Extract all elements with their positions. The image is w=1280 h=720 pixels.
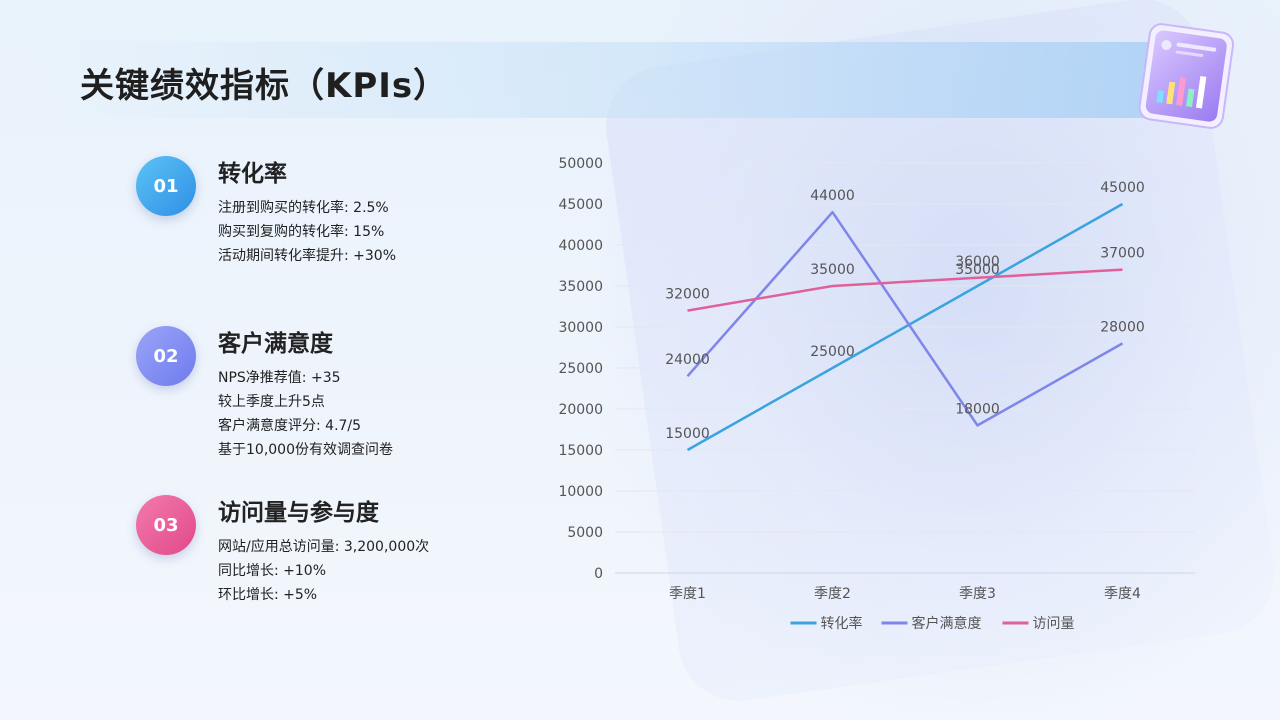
- data-label: 35000: [810, 262, 855, 278]
- page-title: 关键绩效指标（KPIs）: [80, 66, 449, 106]
- data-label: 28000: [1100, 319, 1145, 335]
- data-label: 37000: [1100, 246, 1145, 262]
- y-tick-label: 20000: [558, 402, 603, 418]
- series-line: [687, 268, 1123, 312]
- y-tick-label: 10000: [558, 484, 603, 500]
- x-tick-label: 季度2: [814, 586, 851, 602]
- legend-label: 客户满意度: [912, 615, 982, 632]
- kpi-number-badge: 02: [136, 326, 196, 386]
- data-label: 44000: [810, 188, 855, 204]
- kpi-detail-line: 注册到购买的转化率: 2.5%: [218, 200, 389, 216]
- y-tick-label: 30000: [558, 320, 603, 336]
- kpi-detail-line: 客户满意度评分: 4.7/5: [218, 418, 362, 434]
- data-label: 35000: [955, 262, 1000, 278]
- kpi-title: 客户满意度: [218, 331, 333, 357]
- y-tick-label: 25000: [558, 361, 603, 377]
- kpi-line-chart: 0 5000 10000 15000 20000 25000 30000 35000 40000…: [558, 156, 1195, 632]
- tablet-chart-icon: [1138, 23, 1234, 129]
- x-tick-label: 季度4: [1104, 586, 1141, 602]
- y-tick-label: 45000: [558, 197, 603, 213]
- title-banner: [40, 42, 1160, 118]
- kpi-detail-line: 购买到复购的转化率: 15%: [218, 224, 385, 240]
- y-tick-label: 5000: [567, 525, 603, 541]
- y-tick-label: 0: [594, 566, 603, 582]
- kpi-number-badge: 01: [136, 156, 196, 216]
- data-label: 25000: [810, 344, 855, 360]
- kpi-detail-line: 网站/应用总访问量: 3,200,000次: [218, 539, 430, 555]
- kpi-detail-line: 环比增长: +5%: [218, 587, 318, 603]
- data-label: 15000: [665, 426, 710, 442]
- legend-label: 访问量: [1033, 616, 1075, 632]
- series-line: [686, 202, 1124, 452]
- kpi-detail-list: 注册到购买的转化率: 2.5% 购买到复购的转化率: 15% 活动期间转化率提升…: [218, 196, 396, 268]
- data-label: 45000: [1100, 180, 1145, 196]
- data-label: 36000: [955, 254, 1000, 270]
- y-tick-label: 40000: [558, 238, 603, 254]
- x-tick-label: 季度1: [669, 586, 706, 602]
- y-tick-label: 35000: [558, 279, 603, 295]
- kpi-title: 转化率: [218, 161, 287, 187]
- kpi-title: 访问量与参与度: [218, 500, 379, 526]
- data-label: 24000: [665, 352, 710, 368]
- kpi-detail-list: NPS净推荐值: +35 较上季度上升5点 客户满意度评分: 4.7/5 基于1…: [218, 366, 393, 462]
- y-tick-label: 50000: [558, 156, 603, 172]
- x-tick-label: 季度3: [959, 586, 996, 602]
- data-label: 18000: [955, 401, 1000, 417]
- kpi-detail-line: 较上季度上升5点: [218, 394, 325, 410]
- y-tick-label: 15000: [558, 443, 603, 459]
- kpi-detail-list: 网站/应用总访问量: 3,200,000次 同比增长: +10% 环比增长: +…: [218, 535, 429, 607]
- data-label: 32000: [665, 287, 710, 303]
- kpi-detail-line: NPS净推荐值: +35: [218, 370, 341, 386]
- legend-label: 转化率: [821, 615, 863, 632]
- kpi-number-badge: 03: [136, 495, 196, 555]
- kpi-detail-line: 基于10,000份有效调查问卷: [218, 442, 393, 458]
- kpi-detail-line: 活动期间转化率提升: +30%: [218, 248, 397, 264]
- kpi-detail-line: 同比增长: +10%: [218, 563, 327, 579]
- series-line: [686, 210, 1124, 427]
